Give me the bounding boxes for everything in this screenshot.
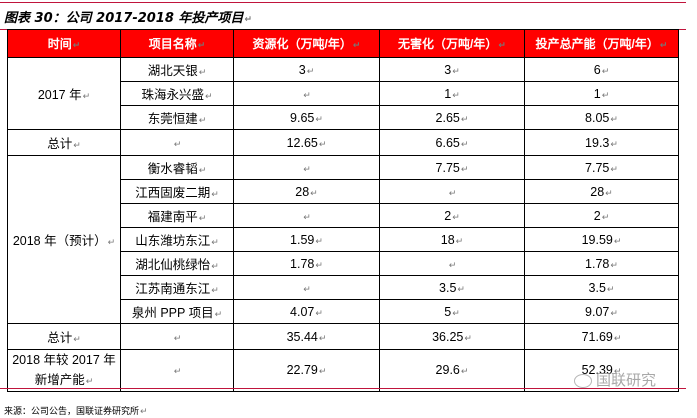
table-row: 湖北仙桃绿怡1.781.78 [8,251,679,276]
period-cell: 2018 年（预计） [7,155,121,324]
resource-cell [233,81,380,106]
subtotal-row: 总计 35.4436.2571.69 [7,323,679,350]
watermark-text: 国联研究 [596,371,657,389]
subtotal-total-cell: 71.69 [524,323,679,350]
resource-cell [233,203,380,228]
harmless-cell: 1 [379,81,525,106]
resource-cell: 3 [233,57,380,82]
subtotal-label-cell: 总计 [7,323,121,350]
table-row: 珠海永兴盛 11 [8,81,679,106]
header-project: 项目名称 [120,29,234,58]
wechat-icon [574,373,592,388]
increase-harm-cell: 29.6 [379,349,525,392]
increase-row: 2018 年较 2017 年新增产能 22.7929.652.39 [7,349,679,392]
total-cell: 6 [524,57,679,82]
subtotal-name-cell [120,323,234,350]
header-total: 投产总产能（万吨/年） [524,29,679,58]
project-name-cell: 泉州 PPP 项目 [120,299,234,324]
table-row: 山东潍坊东江1.591819.59 [8,227,679,252]
harmless-cell: 18 [379,227,525,252]
subtotal-total-cell: 19.3 [524,129,679,156]
subtotal-res-cell: 35.44 [233,323,380,350]
header-harmless: 无害化（万吨/年） [379,29,525,58]
table-row: 福建南平 22 [8,203,679,228]
total-cell: 7.75 [524,155,679,180]
harmless-cell: 5 [379,299,525,324]
total-cell: 3.5 [524,275,679,300]
increase-name-cell [120,349,234,392]
project-name-cell: 江西固废二期 [120,179,234,204]
figure-title: 图表 30：公司 2017-2018 年投产项目 [4,7,252,26]
header-period: 时间 [7,29,121,58]
subtotal-row: 总计 12.656.6519.3 [7,129,679,156]
project-name-cell: 江苏南通东江 [120,275,234,300]
table-row: 2017 年湖北天银336 [7,57,679,130]
total-cell: 8.05 [524,105,679,130]
project-name-cell: 福建南平 [120,203,234,228]
total-cell: 9.07 [524,299,679,324]
project-name-cell: 东莞恒建 [120,105,234,130]
source-note: 来源：公司公告，国联证券研究所 [4,404,148,417]
subtotal-name-cell [120,129,234,156]
subtotal-res-cell: 12.65 [233,129,380,156]
watermark-logo: 国联研究 [574,369,656,390]
total-cell: 1.78 [524,251,679,276]
resource-cell: 1.59 [233,227,380,252]
total-cell: 19.59 [524,227,679,252]
project-name-cell: 山东潍坊东江 [120,227,234,252]
resource-cell [233,275,380,300]
subtotal-label-cell: 总计 [7,129,121,156]
total-cell: 1 [524,81,679,106]
resource-cell: 28 [233,179,380,204]
increase-label-cell: 2018 年较 2017 年新增产能 [7,349,121,392]
project-name-cell: 湖北天银 [120,57,234,82]
project-name-cell: 珠海永兴盛 [120,81,234,106]
header-row: 时间 项目名称 资源化（万吨/年） 无害化（万吨/年） 投产总产能（万吨/年） [7,29,679,58]
table-row: 2018 年（预计）衡水睿韬 7.757.75 [7,155,679,324]
header-resource: 资源化（万吨/年） [233,29,380,58]
harmless-cell: 2.65 [379,105,525,130]
total-cell: 2 [524,203,679,228]
projects-table: 时间 项目名称 资源化（万吨/年） 无害化（万吨/年） 投产总产能（万吨/年） … [7,29,679,392]
resource-cell: 9.65 [233,105,380,130]
bottom-rule [0,388,686,389]
increase-res-cell: 22.79 [233,349,380,392]
harmless-cell [379,251,525,276]
resource-cell: 1.78 [233,251,380,276]
project-name-cell: 湖北仙桃绿怡 [120,251,234,276]
period-cell: 2017 年 [7,57,121,130]
harmless-cell: 7.75 [379,155,525,180]
harmless-cell [379,179,525,204]
subtotal-harm-cell: 6.65 [379,129,525,156]
top-rule [0,2,686,3]
harmless-cell: 2 [379,203,525,228]
subtotal-harm-cell: 36.25 [379,323,525,350]
project-name-cell: 衡水睿韬 [120,155,234,180]
increase-total-cell: 52.39 [524,349,679,392]
resource-cell: 4.07 [233,299,380,324]
resource-cell [233,155,380,180]
harmless-cell: 3.5 [379,275,525,300]
harmless-cell: 3 [379,57,525,82]
total-cell: 28 [524,179,679,204]
